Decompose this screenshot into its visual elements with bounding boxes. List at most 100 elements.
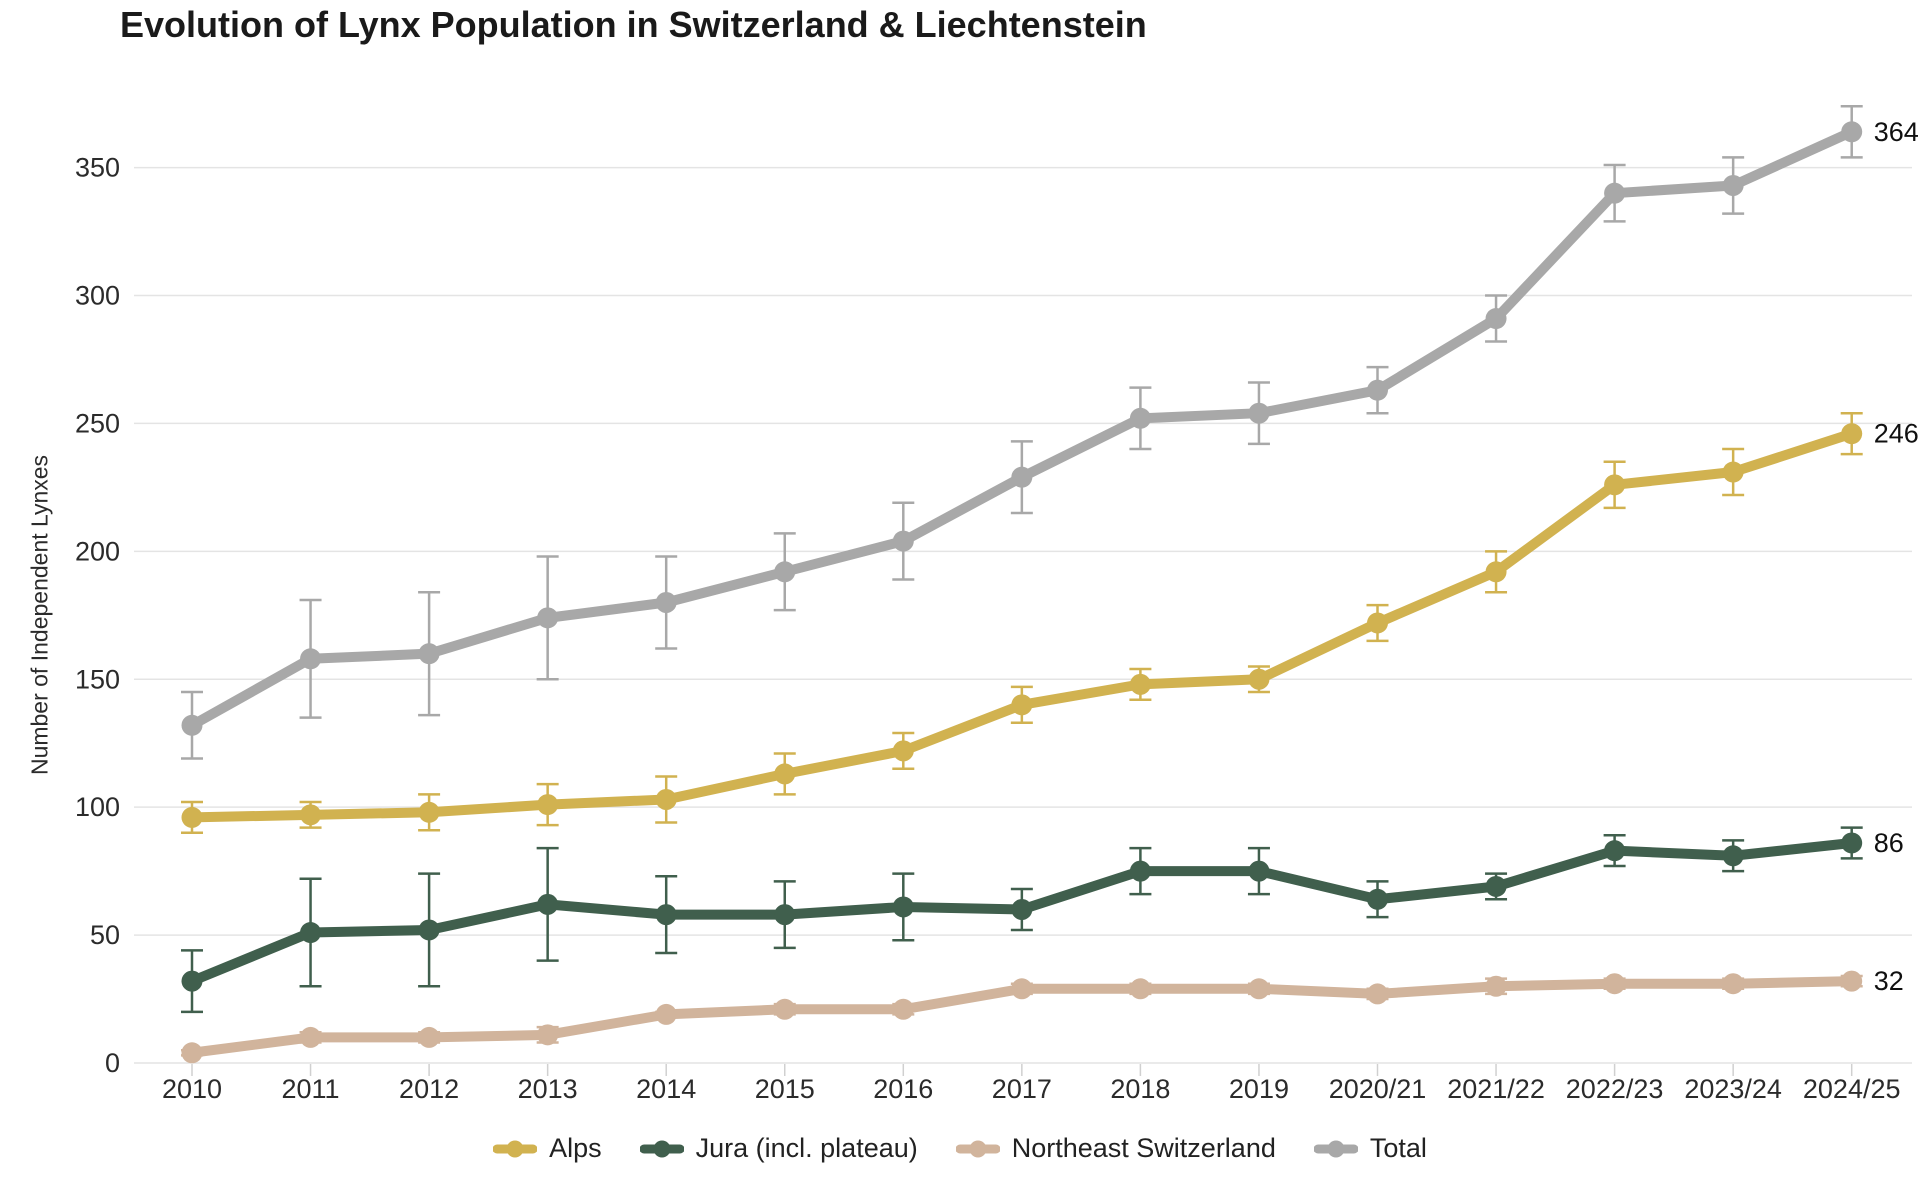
data-point-northeast-switzerland-2015	[774, 998, 796, 1020]
data-point-alps-2023-24	[1722, 461, 1744, 483]
data-point-northeast-switzerland-2019	[1248, 978, 1270, 1000]
y-tick-label-50: 50	[90, 920, 120, 950]
y-tick-label-350: 350	[75, 153, 120, 183]
data-point-total-2011	[300, 648, 322, 670]
data-point-total-2020-21	[1367, 379, 1388, 401]
x-axis-label-2016: 2016	[873, 1074, 933, 1104]
data-point-northeast-switzerland-2010	[181, 1042, 203, 1064]
x-axis-label-2019: 2019	[1229, 1074, 1289, 1104]
data-point-alps-2021-22	[1485, 561, 1507, 583]
end-label-total: 364	[1874, 117, 1919, 147]
data-point-jura-incl-plateau-2010	[181, 970, 203, 992]
data-point-jura-incl-plateau-2011	[300, 922, 322, 944]
y-tick-label-250: 250	[75, 408, 120, 438]
data-point-northeast-switzerland-2020-21	[1367, 983, 1388, 1005]
end-label-jura-incl-plateau: 86	[1874, 828, 1904, 858]
data-point-jura-incl-plateau-2018	[1129, 860, 1151, 882]
data-point-total-2017	[1011, 466, 1033, 488]
x-axis-label-2024-25: 2024/25	[1803, 1074, 1901, 1104]
legend-marker-total-icon	[1313, 1140, 1358, 1157]
chart-legend: Alps Jura (incl. plateau) Northeast Switze…	[0, 1133, 1920, 1164]
y-tick-label-100: 100	[75, 792, 120, 822]
data-point-northeast-switzerland-2016	[892, 998, 914, 1020]
x-axis-label-2020-21: 2020/21	[1329, 1074, 1427, 1104]
data-point-northeast-switzerland-2017	[1011, 978, 1033, 1000]
data-point-alps-2018	[1129, 673, 1151, 695]
data-point-jura-incl-plateau-2024-25	[1841, 832, 1863, 854]
legend-item-alps[interactable]: Alps	[493, 1133, 602, 1164]
data-point-alps-2011	[300, 804, 322, 826]
data-point-total-2010	[181, 714, 203, 736]
data-point-jura-incl-plateau-2020-21	[1367, 888, 1388, 910]
y-tick-label-200: 200	[75, 536, 120, 566]
data-point-jura-incl-plateau-2013	[537, 893, 559, 915]
data-point-total-2024-25	[1841, 121, 1863, 143]
data-point-alps-2020-21	[1367, 612, 1388, 634]
data-point-total-2021-22	[1485, 308, 1507, 330]
data-point-northeast-switzerland-2018	[1129, 978, 1151, 1000]
data-point-northeast-switzerland-2014	[655, 1003, 677, 1025]
data-point-total-2018	[1129, 407, 1151, 429]
data-point-alps-2010	[181, 806, 203, 828]
x-axis-label-2018: 2018	[1110, 1074, 1170, 1104]
x-axis-label-2023-24: 2023/24	[1684, 1074, 1782, 1104]
data-point-northeast-switzerland-2013	[537, 1024, 559, 1046]
data-point-jura-incl-plateau-2022-23	[1604, 840, 1626, 862]
x-axis-label-2022-23: 2022/23	[1566, 1074, 1664, 1104]
legend-label: Alps	[549, 1133, 602, 1163]
x-axis-label-2011: 2011	[282, 1074, 340, 1104]
y-tick-label-0: 0	[105, 1048, 120, 1078]
data-point-northeast-switzerland-2012	[418, 1026, 440, 1048]
x-axis-label-2015: 2015	[755, 1074, 815, 1104]
data-point-northeast-switzerland-2011	[300, 1026, 322, 1048]
data-point-jura-incl-plateau-2021-22	[1485, 875, 1507, 897]
legend-item-northeast-switzerland[interactable]: Northeast Switzerland	[955, 1133, 1276, 1164]
x-axis-label-2021-22: 2021/22	[1447, 1074, 1545, 1104]
legend-marker-northeast-switzerland-icon	[955, 1140, 1000, 1157]
data-point-total-2013	[537, 607, 559, 629]
data-point-alps-2015	[774, 763, 796, 785]
data-point-jura-incl-plateau-2014	[655, 904, 677, 926]
data-point-jura-incl-plateau-2016	[892, 896, 914, 918]
x-axis-label-2017: 2017	[992, 1074, 1052, 1104]
end-label-northeast-switzerland: 32	[1874, 966, 1904, 996]
data-point-total-2023-24	[1722, 175, 1744, 197]
data-point-alps-2017	[1011, 694, 1033, 716]
data-point-jura-incl-plateau-2015	[774, 904, 796, 926]
x-axis-label-2014: 2014	[636, 1074, 696, 1104]
data-point-alps-2024-25	[1841, 423, 1863, 445]
end-label-alps: 246	[1874, 419, 1919, 449]
data-point-total-2016	[892, 530, 914, 552]
legend-item-total[interactable]: Total	[1313, 1133, 1427, 1164]
data-point-alps-2014	[655, 788, 677, 810]
data-point-northeast-switzerland-2021-22	[1485, 975, 1507, 997]
data-point-alps-2012	[418, 801, 440, 823]
data-point-jura-incl-plateau-2012	[418, 919, 440, 941]
data-point-alps-2022-23	[1604, 474, 1626, 496]
data-point-jura-incl-plateau-2019	[1248, 860, 1270, 882]
legend-item-jura-incl-plateau[interactable]: Jura (incl. plateau)	[639, 1133, 918, 1164]
data-point-northeast-switzerland-2023-24	[1722, 973, 1744, 995]
data-point-northeast-switzerland-2022-23	[1604, 973, 1626, 995]
legend-marker-jura-incl-plateau-icon	[639, 1140, 684, 1157]
series-line-total	[187, 126, 1857, 731]
data-point-total-2019	[1248, 402, 1270, 424]
x-axis-label-2013: 2013	[518, 1074, 578, 1104]
data-point-alps-2016	[892, 740, 914, 762]
data-point-total-2022-23	[1604, 182, 1626, 204]
chart-title: Evolution of Lynx Population in Switzerl…	[120, 4, 1147, 45]
data-point-total-2012	[418, 643, 440, 665]
y-tick-label-300: 300	[75, 281, 120, 311]
x-axis-label-2010: 2010	[162, 1074, 222, 1104]
data-point-total-2015	[774, 561, 796, 583]
x-axis-label-2012: 2012	[399, 1074, 459, 1104]
y-tick-label-150: 150	[75, 664, 120, 694]
data-point-total-2014	[655, 592, 677, 614]
legend-label: Jura (incl. plateau)	[695, 1133, 918, 1163]
data-point-alps-2019	[1248, 668, 1270, 690]
data-point-northeast-switzerland-2024-25	[1841, 970, 1863, 992]
legend-marker-alps-icon	[493, 1140, 538, 1157]
legend-label: Northeast Switzerland	[1011, 1133, 1276, 1163]
